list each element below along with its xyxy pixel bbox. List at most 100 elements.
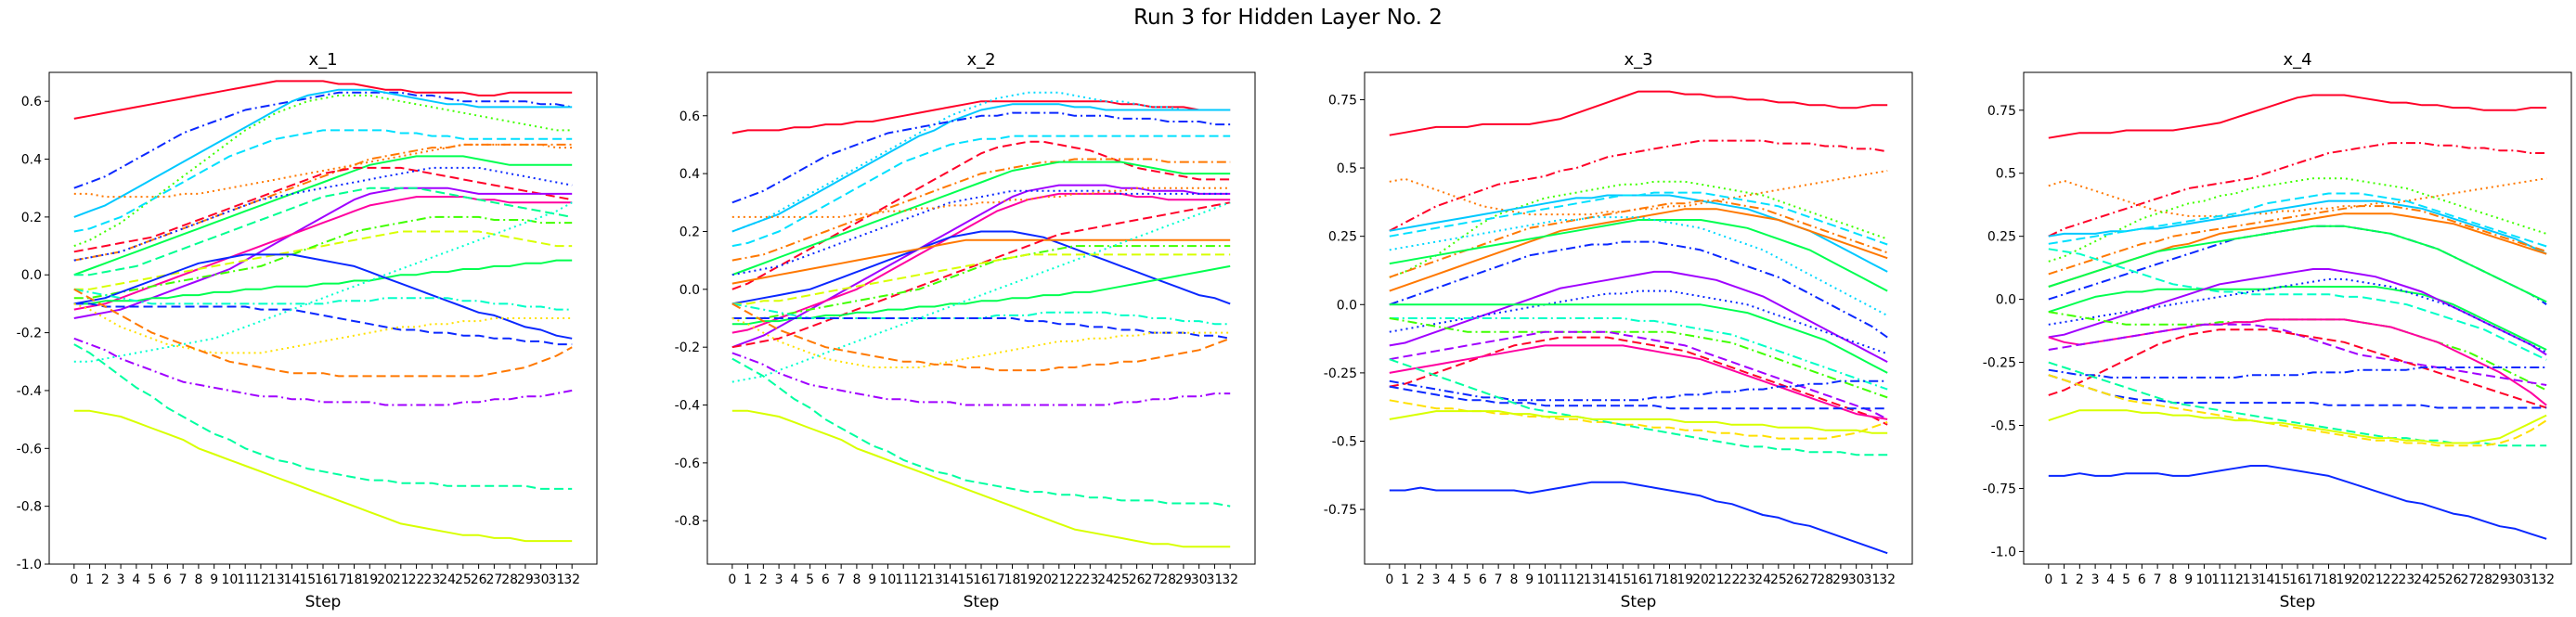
x-tick-label: 28 bbox=[1817, 572, 1833, 587]
y-tick-label: -1.0 bbox=[1991, 545, 2016, 559]
x-tick-label: 31 bbox=[549, 572, 565, 587]
series-line-8 bbox=[73, 155, 573, 276]
series-line-11 bbox=[73, 186, 573, 319]
x-tick-label: 22 bbox=[1724, 572, 1741, 587]
series-line-3 bbox=[73, 88, 573, 218]
x-tick-label: 30 bbox=[533, 572, 550, 587]
x-tick-label: 27 bbox=[2460, 572, 2477, 587]
axes-frame bbox=[48, 71, 598, 565]
y-tick-label: 0.2 bbox=[680, 225, 700, 239]
x-tick-label: 13 bbox=[926, 572, 943, 587]
series-line-13 bbox=[731, 230, 1231, 305]
x-tick-label: 31 bbox=[1864, 572, 1881, 587]
series-line-17 bbox=[731, 253, 1231, 305]
x-tick-label: 19 bbox=[1676, 572, 1693, 587]
series-line-6 bbox=[1389, 191, 1888, 246]
x-tick-label: 3 bbox=[117, 572, 125, 587]
y-tick-label: -0.2 bbox=[17, 327, 42, 341]
series-line-10 bbox=[2048, 225, 2547, 303]
x-tick-label: 9 bbox=[2184, 572, 2193, 587]
x-tick-label: 22 bbox=[408, 572, 425, 587]
series-line-23 bbox=[731, 302, 1231, 372]
series-line-2 bbox=[731, 91, 1231, 233]
y-tick-label: -0.8 bbox=[675, 514, 700, 529]
x-tick-label: 5 bbox=[1463, 572, 1471, 587]
x-tick-label: 16 bbox=[2289, 572, 2306, 587]
series-line-2 bbox=[73, 91, 573, 189]
x-tick-label: 10 bbox=[222, 572, 239, 587]
x-tick-label: 14 bbox=[284, 572, 301, 587]
series-line-24 bbox=[2048, 465, 2547, 540]
y-tick-label: -0.6 bbox=[17, 442, 42, 456]
y-tick-label: 0.6 bbox=[680, 109, 700, 124]
y-tick-label: -0.4 bbox=[675, 399, 700, 414]
y-tick-label: 0.0 bbox=[1337, 298, 1357, 313]
y-tick-label: -0.4 bbox=[17, 384, 42, 399]
x-tick-label: 13 bbox=[1584, 572, 1600, 587]
series-line-16 bbox=[73, 259, 573, 305]
x-tick-label: 22 bbox=[1067, 572, 1083, 587]
series-line-12 bbox=[731, 186, 1231, 218]
series-line-19 bbox=[731, 302, 1231, 326]
x-tick-label: 18 bbox=[2321, 572, 2337, 587]
series-line-24 bbox=[731, 352, 1231, 406]
x-tick-label: 25 bbox=[1770, 572, 1787, 587]
x-tick-label: 12 bbox=[2227, 572, 2244, 587]
series-line-25 bbox=[1389, 481, 1888, 555]
x-tick-label: 11 bbox=[1552, 572, 1569, 587]
y-tick-label: 0.2 bbox=[21, 211, 42, 225]
x-tick-label: 19 bbox=[361, 572, 378, 587]
series-line-15 bbox=[731, 201, 1231, 349]
y-tick-label: 0.5 bbox=[1996, 167, 2016, 182]
x-tick-label: 29 bbox=[2492, 572, 2508, 587]
x-tick-label: 5 bbox=[806, 572, 814, 587]
subplot-title: x_1 bbox=[308, 50, 337, 70]
subplot-title: x_4 bbox=[2283, 50, 2311, 70]
figure-title: Run 3 for Hidden Layer No. 2 bbox=[1133, 6, 1443, 30]
x-tick-label: 7 bbox=[179, 572, 188, 587]
x-axis-label: Step bbox=[964, 593, 1000, 611]
series-line-14 bbox=[73, 230, 573, 290]
series-line-7 bbox=[2048, 205, 2547, 276]
series-line-18 bbox=[731, 264, 1231, 326]
x-tick-label: 11 bbox=[2211, 572, 2228, 587]
x-tick-label: 23 bbox=[1081, 572, 1098, 587]
subplot-x_2: -0.8-0.6-0.4-0.20.00.20.40.60 1 2 3 4 5 6 7 8 9 10… bbox=[675, 50, 1256, 611]
x-tick-label: 21 bbox=[393, 572, 409, 587]
x-tick-label: 19 bbox=[1019, 572, 1036, 587]
series-line-22 bbox=[731, 201, 1231, 383]
x-tick-label: 13 bbox=[2243, 572, 2259, 587]
y-tick-label: 0.4 bbox=[680, 167, 700, 182]
y-tick-label: -1.0 bbox=[17, 558, 42, 572]
x-tick-label: 31 bbox=[1207, 572, 1223, 587]
x-tick-label: 30 bbox=[1191, 572, 1208, 587]
series-line-5 bbox=[1389, 194, 1888, 273]
x-tick-label: 3 bbox=[2091, 572, 2100, 587]
x-tick-label: 12 bbox=[1568, 572, 1585, 587]
x-tick-label: 1 bbox=[2060, 572, 2068, 587]
series-line-14 bbox=[2048, 277, 2547, 353]
x-tick-label: 16 bbox=[973, 572, 990, 587]
series-line-21 bbox=[1389, 385, 1888, 410]
series-line-10 bbox=[731, 192, 1231, 334]
x-axis-label: Step bbox=[305, 593, 342, 611]
series-line-17 bbox=[73, 253, 573, 340]
series-line-14 bbox=[731, 238, 1231, 285]
x-tick-label: 30 bbox=[2507, 572, 2524, 587]
series-line-16 bbox=[731, 245, 1231, 319]
x-tick-label: 0 bbox=[2044, 572, 2052, 587]
series-line-19 bbox=[73, 288, 573, 311]
series-line-4 bbox=[731, 111, 1231, 204]
y-tick-label: -0.75 bbox=[1983, 482, 2016, 496]
y-tick-label: -0.8 bbox=[17, 500, 42, 515]
x-tick-label: 3 bbox=[1432, 572, 1441, 587]
series-line-1 bbox=[73, 80, 573, 120]
series-line-9 bbox=[73, 166, 573, 253]
series-line-9 bbox=[1389, 219, 1888, 292]
series-line-19 bbox=[2048, 366, 2547, 379]
series-line-6 bbox=[2048, 192, 2547, 248]
y-tick-label: 0.75 bbox=[1987, 104, 2016, 119]
x-tick-label: 16 bbox=[1630, 572, 1647, 587]
x-tick-label: 20 bbox=[2351, 572, 2368, 587]
